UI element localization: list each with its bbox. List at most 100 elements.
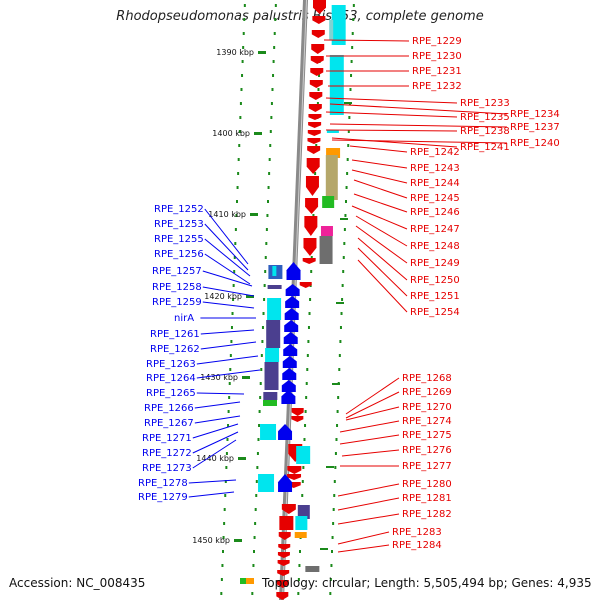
track-dot (223, 508, 226, 511)
track-dot (265, 242, 268, 245)
gene-block-cyan (329, 55, 344, 115)
track-dot (269, 130, 272, 133)
track-dot (304, 410, 307, 413)
track-dot (258, 424, 261, 427)
left-label-connector (204, 238, 251, 277)
gene-block-cyan (260, 424, 277, 440)
track-dot (273, 46, 276, 49)
right-gene-label: RPE_1270 (402, 402, 452, 413)
track-dot (231, 312, 234, 315)
track-dot (255, 480, 258, 483)
left-gene-label: nirA (174, 313, 194, 324)
track-dot (351, 46, 354, 49)
track-dot (267, 200, 269, 203)
track-dot (297, 578, 300, 581)
left-label-connector (204, 223, 249, 271)
track-dot (330, 564, 333, 567)
track-dot (268, 172, 271, 175)
track-dot (317, 88, 320, 91)
gene-arrow-forward (306, 158, 320, 174)
gene-block-purple (263, 392, 278, 400)
track-dot (333, 494, 336, 497)
track-dot (306, 368, 309, 371)
track-dot (273, 32, 276, 35)
gene-arrow-forward (307, 146, 321, 154)
track-dot (338, 354, 341, 357)
track-dot (352, 18, 355, 21)
left-gene-label: RPE_1267 (144, 418, 194, 429)
gene-block-cyan (258, 474, 275, 492)
track-dot (251, 592, 254, 595)
track-dot (239, 116, 242, 119)
gene-arrow-forward (287, 466, 302, 474)
right-label-connector (353, 193, 408, 213)
track-dot (237, 172, 240, 175)
gene-arrow-forward (313, 0, 326, 14)
right-label-connector (341, 449, 400, 457)
track-dot (274, 18, 277, 21)
track-dot (343, 242, 346, 245)
track-dot (228, 396, 231, 399)
track-dot (334, 466, 337, 469)
gene-arrow-forward (310, 68, 324, 76)
left-label-connector (200, 329, 255, 335)
track-dot (348, 116, 351, 119)
left-gene-label: RPE_1255 (154, 234, 204, 245)
track-dot (262, 312, 265, 315)
track-dot (329, 592, 332, 595)
track-dot (255, 494, 258, 497)
track-dot (315, 144, 318, 147)
gene-arrow-forward (308, 104, 322, 112)
accession-text: Accession: NC_008435 (9, 576, 146, 590)
right-gene-label: RPE_1238 (460, 126, 510, 137)
gene-block-cyan (265, 348, 280, 362)
track-dot (236, 186, 239, 189)
kbp-tick-label: 1400 kbp (212, 129, 250, 138)
gene-arrow-forward (309, 80, 323, 88)
right-gene-label: RPE_1247 (410, 224, 460, 235)
track-dot (346, 172, 349, 175)
right-label-connector (357, 237, 408, 281)
right-gene-label: RPE_1235 (460, 112, 510, 123)
track-dot (339, 326, 342, 329)
right-label-connector (331, 137, 458, 148)
gene-arrow-reverse (283, 332, 298, 344)
track-dot (229, 368, 232, 371)
track-tick (320, 548, 328, 550)
gene-arrow-forward (311, 44, 325, 54)
gene-block-cyan (296, 446, 311, 464)
left-label-connector (188, 491, 235, 498)
gene-arrow-reverse (283, 344, 298, 356)
right-label-connector (337, 497, 400, 511)
left-label-connector (202, 301, 255, 309)
right-gene-label: RPE_1240 (510, 138, 560, 149)
track-dot (314, 172, 317, 175)
track-dot (331, 536, 334, 539)
kbp-tick-mark (238, 457, 246, 460)
track-dot (307, 340, 310, 343)
track-dot (347, 130, 350, 133)
gene-block-cyan (272, 266, 277, 276)
track-tick (344, 102, 352, 104)
left-gene-label: RPE_1272 (142, 448, 192, 459)
gene-block-gray (305, 566, 320, 572)
gene-arrow-reverse (285, 296, 300, 308)
right-gene-label: RPE_1234 (510, 109, 560, 120)
right-gene-label: RPE_1243 (410, 163, 460, 174)
track-dot (230, 340, 233, 343)
gene-arrow-forward (277, 552, 290, 558)
left-gene-label: RPE_1263 (146, 359, 196, 370)
track-dot (264, 270, 267, 273)
track-dot (263, 298, 266, 301)
track-dot (225, 452, 228, 455)
gene-block-purple (264, 362, 279, 390)
left-gene-label: RPE_1259 (152, 297, 202, 308)
track-dot (258, 410, 261, 413)
track-dot (340, 312, 343, 315)
track-dot (265, 228, 268, 231)
track-dot (332, 522, 335, 525)
gene-arrow-reverse (281, 380, 296, 392)
track-dot (318, 74, 321, 77)
track-dot (241, 74, 244, 77)
track-tick (340, 218, 348, 220)
